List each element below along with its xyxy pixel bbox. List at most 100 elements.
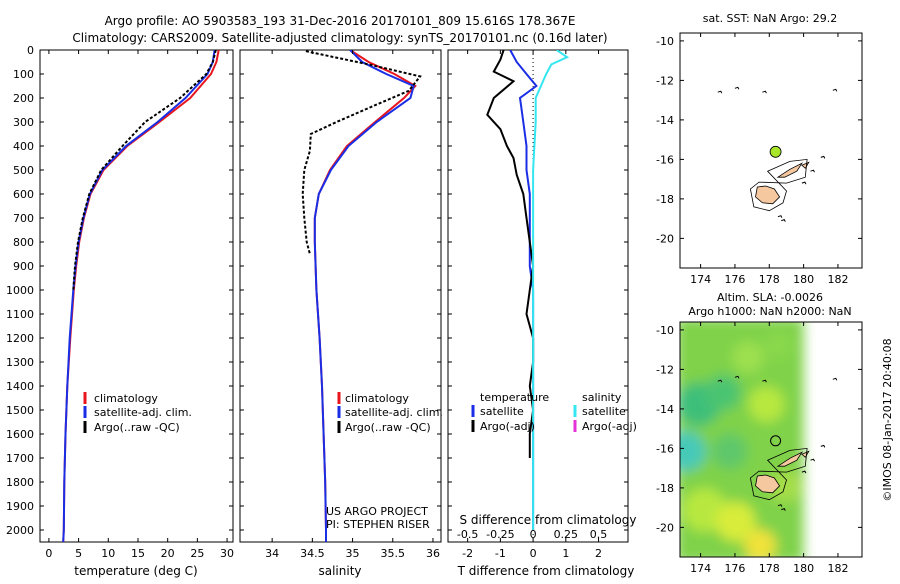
series-temperature-argo-adj- [486,50,535,458]
temperature-plot-area [62,50,220,542]
series-satellite-adj-clim- [62,50,216,542]
difference-plot-area [486,50,570,542]
s-diff-tick-label: -0.5 [457,528,478,541]
map-y-tick-label: -16 [656,442,674,455]
depth-tick-label: 1800 [6,476,34,489]
salinity-xlabel: salinity [318,564,361,578]
depth-tick-label: 400 [13,140,34,153]
depth-tick-label: 1700 [6,452,34,465]
island [801,450,810,458]
islet [810,169,815,173]
legend-temperature-header: temperature [480,391,549,404]
map-x-tick-label: 182 [827,273,848,286]
island [801,161,810,169]
argo-position-marker [770,435,782,447]
x-tick-label: 2 [595,547,602,560]
legend-satellite: satellite-adj. clim. [94,406,192,419]
x-tick-label: 35.5 [381,547,406,560]
island [776,162,804,178]
legend-salinity-header: salinity [582,391,622,404]
sla-map-field [680,322,862,557]
salinity-legend: climatology satellite-adj. clim. Argo(..… [337,392,443,434]
islet [832,88,838,92]
legend-sal-satellite: satellite [582,405,626,418]
x-tick-label: 30 [220,547,234,560]
island [755,185,781,205]
x-tick-label: 0 [530,547,537,560]
depth-tick-label: 100 [13,68,34,81]
map-y-tick-label: -12 [656,74,674,87]
x-tick-label: 25 [190,547,204,560]
islet [717,90,723,94]
depth-tick-label: 1200 [6,332,34,345]
sla-blob [764,331,793,360]
islet [734,86,740,90]
x-tick-label: 34.5 [300,547,325,560]
legend-satellite: satellite-adj. clim. [345,406,443,419]
sla-blob [769,470,802,503]
map-x-tick-label: 176 [724,562,745,575]
islet [832,377,838,381]
series-salinity-satellite [532,50,570,530]
x-tick-label: -1 [495,547,506,560]
map-y-tick-label: -18 [656,193,674,206]
map-y-tick-label: -20 [656,521,674,534]
map-y-tick-label: -18 [656,482,674,495]
sla-blob [711,433,748,470]
sla-blob [705,374,742,411]
islet [762,379,767,383]
series-argo-raw-qc- [301,50,422,255]
temperature-legend: climatology satellite-adj. clim. Argo(..… [83,392,192,434]
depth-tick-label: 1300 [6,356,34,369]
map-y-tick-label: -10 [656,35,674,48]
salinity-panel [239,49,442,543]
island [749,158,808,212]
x-tick-label: 0 [45,547,52,560]
sla-blob [731,341,764,374]
s-difference-xlabel: S difference from climatology [460,513,637,527]
map-x-tick-label: 174 [690,273,711,286]
depth-tick-label: 1600 [6,428,34,441]
sla-map-panel [679,321,863,558]
islet [820,155,826,159]
depth-tick-label: 900 [13,260,34,273]
map-x-tick-label: 176 [724,273,745,286]
depth-tick-label: 700 [13,212,34,225]
islet [777,504,783,507]
x-tick-label: 5 [75,547,82,560]
sla-blob [715,501,756,542]
map-x-tick-label: 180 [793,273,814,286]
series-climatology [313,50,417,542]
sst-map-land [717,86,838,222]
map-x-tick-label: 180 [793,562,814,575]
sst-map-axes: 174 176 178 180 182 -10 -12 -14 -16 -18 -20 [656,33,862,286]
sla-blob [744,529,777,557]
map-y-tick-label: -14 [656,114,674,127]
imos-credit: ©IMOS 08-Jan-2017 20:40:08 [881,338,894,501]
islet [801,470,807,474]
depth-tick-label: 600 [13,188,34,201]
x-tick-label: 1 [562,547,569,560]
island [776,451,804,467]
difference-legend: temperature salinity satellite satellite… [471,391,637,433]
islet [820,444,826,448]
map-x-tick-label: 178 [759,273,780,286]
depth-tick-label: 1500 [6,404,34,417]
islet [717,379,723,383]
t-difference-xlabel: T difference from climatology [457,564,635,578]
islet [777,215,783,218]
islet [801,181,807,185]
island [755,474,781,494]
legend-argo: Argo(..raw -QC) [345,421,431,434]
sla-blob [680,431,707,472]
salinity-plot-area [301,50,422,542]
sla-map-title-2: Argo h1000: NaN h2000: NaN [688,305,851,318]
x-tick-label: 15 [131,547,145,560]
depth-tick-label: 2000 [6,524,34,537]
map-y-tick-label: -12 [656,363,674,376]
map-y-tick-label: -10 [656,324,674,337]
depth-tick-label: 1900 [6,500,34,513]
map-y-tick-label: -14 [656,403,674,416]
x-tick-label: 36 [426,547,440,560]
